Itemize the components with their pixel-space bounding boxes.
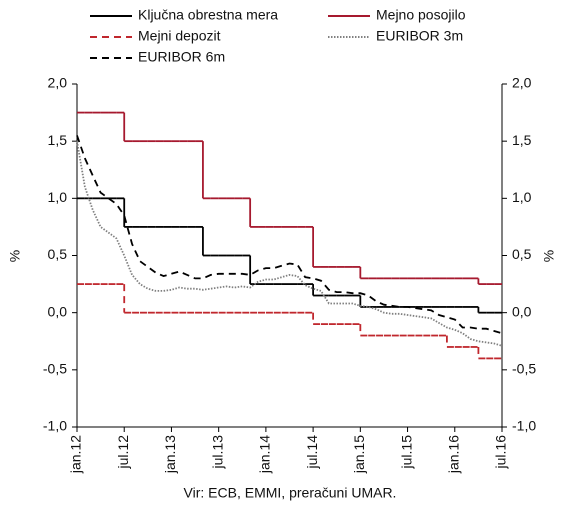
x-tick-label: jan.12 (68, 435, 84, 474)
y2-tick-label: -0,5 (512, 361, 536, 377)
y2-axis-label: % (541, 250, 557, 262)
y-tick-label: 2,0 (48, 75, 68, 91)
x-tick-label: jul.16 (493, 435, 509, 470)
y-tick-label: 0,5 (48, 246, 68, 262)
line (76, 135, 503, 335)
legend-label: EURIBOR 3m (376, 28, 463, 44)
y2-tick-label: -1,0 (512, 418, 536, 434)
legend-label: Mejni depozit (138, 28, 221, 44)
legend-label: Mejno posojilo (376, 7, 466, 23)
legend-label: EURIBOR 6m (138, 49, 225, 65)
x-tick-label: jul.15 (398, 435, 414, 470)
y2-tick-label: 1,5 (512, 132, 532, 148)
x-tick-label: jan.15 (351, 435, 367, 474)
y2-tick-label: 0,0 (512, 303, 532, 319)
y-tick-label: -1,0 (43, 418, 67, 434)
y-tick-label: -0,5 (43, 361, 67, 377)
x-tick-label: jul.12 (115, 435, 131, 470)
y-tick-label: 1,0 (48, 189, 68, 205)
line (76, 141, 503, 347)
legend-label: Ključna obrestna mera (138, 7, 278, 23)
y-tick-label: 1,5 (48, 132, 68, 148)
x-tick-label: jan.13 (162, 435, 178, 474)
x-tick-label: jan.14 (257, 435, 273, 474)
y2-tick-label: 1,0 (512, 189, 532, 205)
x-tick-label: jul.14 (304, 435, 320, 470)
y2-tick-label: 0,5 (512, 246, 532, 262)
y-axis-label: % (7, 250, 23, 262)
y2-tick-label: 2,0 (512, 75, 532, 91)
x-tick-label: jan.16 (445, 435, 461, 474)
source: Vir: ECB, EMMI, preračuni UMAR. (184, 485, 397, 501)
y-tick-label: 0,0 (48, 303, 68, 319)
x-tick-label: jul.13 (209, 435, 225, 470)
